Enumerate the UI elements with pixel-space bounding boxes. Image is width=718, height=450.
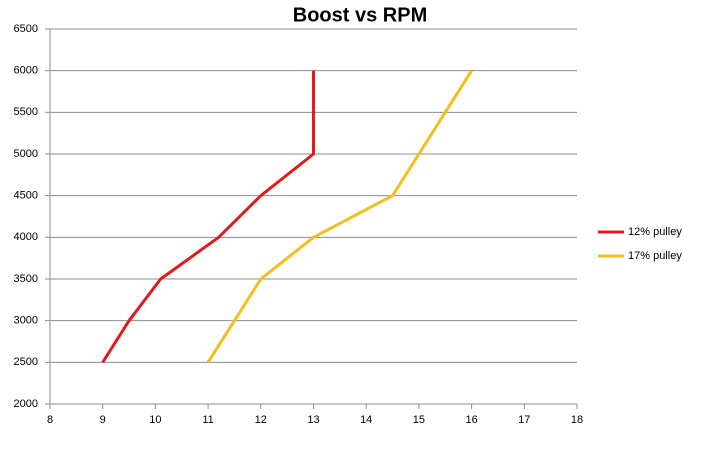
y-tick-label: 5500: [14, 106, 38, 118]
x-tick-label: 15: [413, 414, 425, 426]
y-tick-label: 3500: [14, 273, 38, 285]
chart-title: Boost vs RPM: [293, 4, 427, 26]
y-tick-label: 4000: [14, 231, 38, 243]
x-tick-label: 8: [47, 414, 53, 426]
x-tick-label: 9: [100, 414, 106, 426]
y-tick-label: 2500: [14, 356, 38, 368]
x-tick-label: 13: [307, 414, 319, 426]
y-tick-label: 5000: [14, 148, 38, 160]
x-tick-label: 18: [571, 414, 583, 426]
x-tick-label: 12: [255, 414, 267, 426]
y-tick-label: 3000: [14, 315, 38, 327]
legend-label: 17% pulley: [628, 250, 682, 262]
y-tick-label: 6500: [14, 23, 38, 35]
y-tick-label: 2000: [14, 398, 38, 410]
x-tick-label: 16: [465, 414, 477, 426]
x-tick-label: 11: [202, 414, 213, 426]
data-line: [101, 70, 315, 364]
x-tick-label: 10: [149, 414, 161, 426]
y-tick-label: 4500: [14, 190, 38, 202]
legend-label: 12% pulley: [628, 226, 682, 238]
x-tick-label: 14: [360, 414, 372, 426]
y-tick-label: 6000: [14, 65, 38, 77]
data-line: [206, 69, 473, 364]
x-tick-label: 17: [518, 414, 530, 426]
